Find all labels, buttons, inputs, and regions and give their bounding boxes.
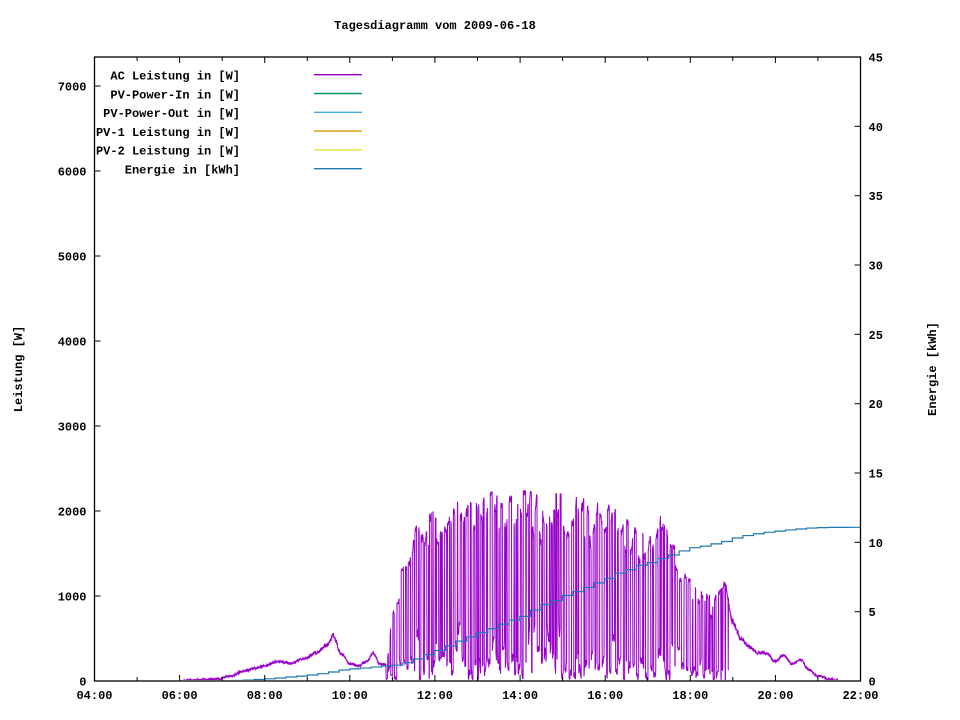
svg-text:Tagesdiagramm vom 2009-06-18: Tagesdiagramm vom 2009-06-18 — [334, 19, 536, 33]
svg-text:PV-2 Leistung in [W]: PV-2 Leistung in [W] — [96, 145, 240, 159]
svg-text:4000: 4000 — [58, 336, 87, 350]
svg-text:40: 40 — [869, 121, 883, 135]
svg-text:20: 20 — [869, 398, 883, 412]
svg-text:16:00: 16:00 — [587, 689, 623, 703]
svg-text:04:00: 04:00 — [76, 689, 112, 703]
svg-text:AC Leistung in [W]: AC Leistung in [W] — [110, 70, 240, 84]
svg-text:3000: 3000 — [58, 421, 87, 435]
svg-text:Energie in [kWh]: Energie in [kWh] — [125, 164, 240, 178]
svg-text:7000: 7000 — [58, 81, 87, 95]
svg-text:2000: 2000 — [58, 506, 87, 520]
svg-text:Leistung [W]: Leistung [W] — [12, 326, 26, 412]
svg-text:0: 0 — [869, 676, 876, 690]
svg-text:15: 15 — [869, 468, 883, 482]
svg-text:Energie [kWh]: Energie [kWh] — [926, 322, 940, 416]
svg-text:5: 5 — [869, 606, 876, 620]
svg-text:20:00: 20:00 — [757, 689, 793, 703]
svg-text:1000: 1000 — [58, 591, 87, 605]
svg-text:06:00: 06:00 — [162, 689, 198, 703]
svg-text:08:00: 08:00 — [247, 689, 283, 703]
svg-text:18:00: 18:00 — [672, 689, 708, 703]
svg-text:25: 25 — [869, 329, 883, 343]
svg-text:6000: 6000 — [58, 166, 87, 180]
svg-text:PV-Power-In in [W]: PV-Power-In in [W] — [110, 88, 240, 102]
svg-text:10: 10 — [869, 537, 883, 551]
svg-text:30: 30 — [869, 260, 883, 274]
svg-text:0: 0 — [79, 676, 86, 690]
svg-text:10:00: 10:00 — [332, 689, 368, 703]
svg-text:22:00: 22:00 — [842, 689, 878, 703]
svg-text:14:00: 14:00 — [502, 689, 538, 703]
svg-text:5000: 5000 — [58, 251, 87, 265]
svg-text:12:00: 12:00 — [417, 689, 453, 703]
svg-text:PV-1 Leistung in [W]: PV-1 Leistung in [W] — [96, 126, 240, 140]
svg-text:PV-Power-Out in [W]: PV-Power-Out in [W] — [103, 107, 240, 121]
svg-text:45: 45 — [869, 52, 883, 66]
svg-text:35: 35 — [869, 190, 883, 204]
